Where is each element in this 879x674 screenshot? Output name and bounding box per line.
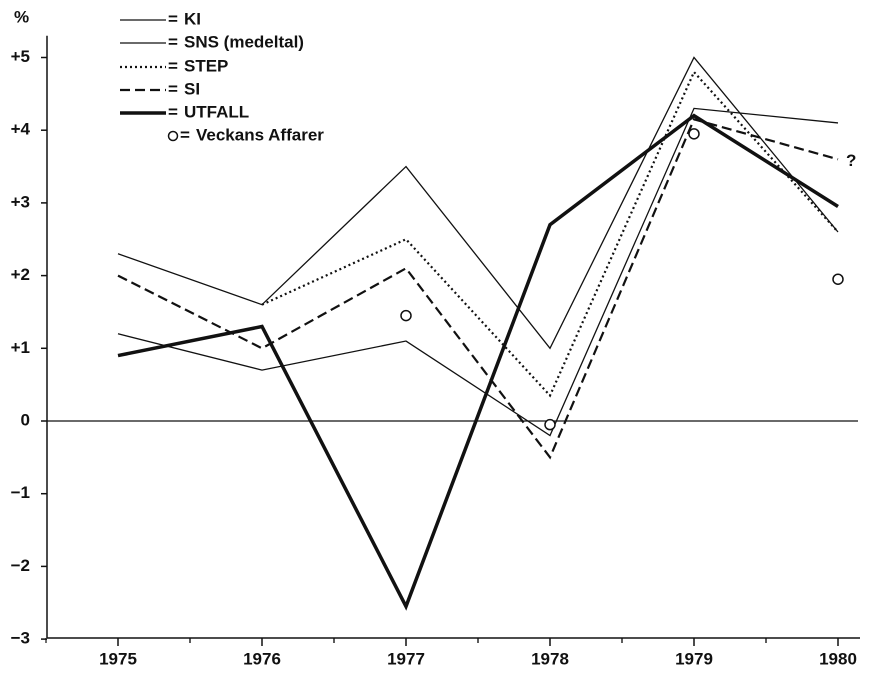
series-line: [117, 113, 839, 611]
annotation: ?: [846, 151, 856, 170]
legend-label: UTFALL: [184, 102, 249, 121]
x-tick-label: 1977: [387, 649, 425, 668]
x-tick-label: 1975: [99, 649, 137, 668]
series-line: [117, 56, 839, 350]
y-tick-label: +5: [11, 47, 30, 66]
marker: [544, 418, 556, 431]
marker: [400, 309, 412, 322]
series-line: [117, 117, 839, 460]
y-tick-label: +2: [11, 265, 30, 284]
y-tick-label: −1: [11, 483, 30, 502]
series-line: [261, 70, 839, 398]
y-tick-label: 0: [21, 410, 30, 429]
x-tick-label: 1976: [243, 649, 281, 668]
marker: [688, 128, 700, 140]
y-tick-label: +4: [11, 120, 31, 139]
y-tick-label: −2: [11, 556, 30, 575]
y-tick-label: +3: [11, 192, 30, 211]
marker: [832, 273, 844, 285]
legend-separator: =: [180, 125, 190, 144]
legend-label: SI: [184, 79, 200, 98]
legend-separator: =: [168, 102, 178, 121]
x-tick-label: 1980: [819, 649, 857, 668]
legend-label: KI: [184, 9, 201, 28]
legend-label: Veckans Affarer: [196, 125, 324, 144]
legend-label: STEP: [184, 56, 228, 75]
y-tick-label: +1: [11, 338, 30, 357]
x-tick-label: 1979: [675, 649, 713, 668]
legend-separator: =: [168, 56, 178, 75]
x-tick-label: 1978: [531, 649, 569, 668]
legend-separator: =: [168, 32, 178, 51]
legend-separator: =: [168, 9, 178, 28]
y-axis-label: %: [14, 7, 29, 26]
legend-separator: =: [168, 79, 178, 98]
legend-marker: [167, 130, 179, 142]
legend-label: SNS (medeltal): [184, 32, 304, 51]
series-line: [117, 107, 839, 437]
y-tick-label: −3: [11, 629, 30, 648]
